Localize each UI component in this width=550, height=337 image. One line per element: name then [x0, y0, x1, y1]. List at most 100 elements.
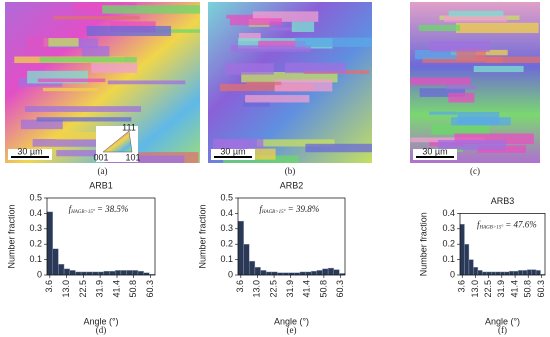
scale-bar-box [211, 149, 255, 160]
y-axis-label: Number fraction [6, 204, 16, 268]
x-tick-label: 41.4 [111, 280, 121, 298]
plot-frame [46, 197, 156, 276]
grain [245, 95, 310, 103]
grain [219, 83, 314, 92]
y-tick-label: 0.5 [220, 192, 233, 202]
x-axis-label: Angle (°) [274, 316, 309, 326]
bar [63, 268, 70, 276]
y-tick-label: 0.4 [220, 208, 233, 218]
y-tick-label: 0 [37, 269, 42, 279]
x-tick-label: 50.8 [318, 280, 328, 298]
y-tick-label: 0.1 [220, 254, 233, 264]
grain [39, 57, 137, 63]
grain [248, 148, 276, 160]
grain [107, 155, 185, 163]
grain [419, 88, 466, 97]
x-tick-label: 31.9 [94, 280, 104, 298]
ebsd-maps: 30 µm (a) 30 µm (b) 30 µm (c) 001 101 111 [5, 2, 540, 176]
grain [446, 85, 477, 90]
bar [80, 271, 87, 276]
bar [69, 270, 76, 276]
bar [109, 270, 116, 276]
grain [32, 139, 112, 147]
annotation: fHAGB>15° = 39.8% [259, 204, 319, 215]
grain [256, 139, 335, 147]
grain [252, 11, 319, 22]
grain [86, 25, 172, 37]
bar [504, 271, 510, 276]
scale-bar-box [413, 149, 457, 160]
x-tick-label: 31.9 [496, 280, 506, 298]
bar [103, 270, 110, 276]
bar [500, 271, 505, 276]
grain [36, 117, 132, 122]
bar [535, 270, 541, 276]
grain [20, 119, 63, 130]
annotation-symbol: f [477, 219, 481, 229]
x-tick-label: 13.0 [470, 280, 480, 298]
grain [24, 37, 49, 49]
grain [81, 46, 110, 57]
chart-title: ARB3 [491, 196, 515, 206]
grain [258, 40, 306, 48]
bar [243, 243, 250, 276]
grain [418, 24, 461, 32]
annotation-symbol: f [69, 204, 73, 214]
grain [414, 50, 476, 60]
grain [455, 22, 539, 34]
bar [333, 269, 340, 276]
bar [491, 271, 496, 276]
y-tick-label: 0 [450, 269, 455, 279]
grain [443, 15, 508, 22]
grain [243, 101, 270, 107]
grain [431, 124, 490, 135]
ipf-label: 111 [122, 122, 136, 132]
grain [238, 33, 261, 42]
scale-bar-box [8, 149, 52, 160]
bar [526, 269, 532, 276]
y-tick-label: 0 [228, 269, 233, 279]
x-tick-label: 60.3 [335, 280, 345, 298]
y-tick-label: 0.3 [220, 223, 233, 233]
bar [249, 260, 256, 276]
bar [120, 270, 127, 276]
grain [410, 137, 485, 143]
bar [468, 259, 474, 276]
grain [451, 117, 511, 126]
y-tick-label: 0.3 [29, 223, 42, 233]
grain [107, 80, 186, 85]
bar [517, 270, 523, 276]
bar [327, 267, 334, 276]
annotation-text: = 38.5% [97, 204, 129, 214]
bar [115, 270, 122, 276]
bar [482, 271, 488, 276]
grain [410, 77, 471, 86]
bar [92, 271, 99, 276]
annotation: fHAGB>15° = 38.5% [69, 204, 129, 215]
grain [448, 92, 475, 103]
annotation-subscript: HAGB>15° [70, 210, 95, 215]
panel-label: (a) [98, 166, 108, 176]
y-tick-label: 0.2 [29, 239, 42, 249]
grain [230, 45, 311, 52]
annotation-subscript: HAGB>15° [261, 210, 286, 215]
y-tick-label: 0.4 [442, 208, 455, 218]
x-tick-label: 60.3 [536, 280, 546, 298]
grain [229, 18, 282, 26]
plot-frame [237, 197, 346, 276]
ipf-label: 001 [93, 152, 108, 162]
x-tick-label: 3.6 [44, 280, 54, 293]
ipf-triangle [102, 130, 133, 153]
grain [429, 40, 490, 52]
y-axis-label: Number fraction [197, 204, 207, 268]
bar [316, 270, 323, 276]
bar [46, 211, 53, 276]
bar [305, 271, 312, 276]
grain [305, 143, 372, 153]
bar [86, 271, 93, 276]
grain [429, 111, 458, 115]
bar [531, 269, 537, 276]
panel-label: (c) [470, 166, 480, 176]
y-tick-label: 0.2 [220, 239, 233, 249]
